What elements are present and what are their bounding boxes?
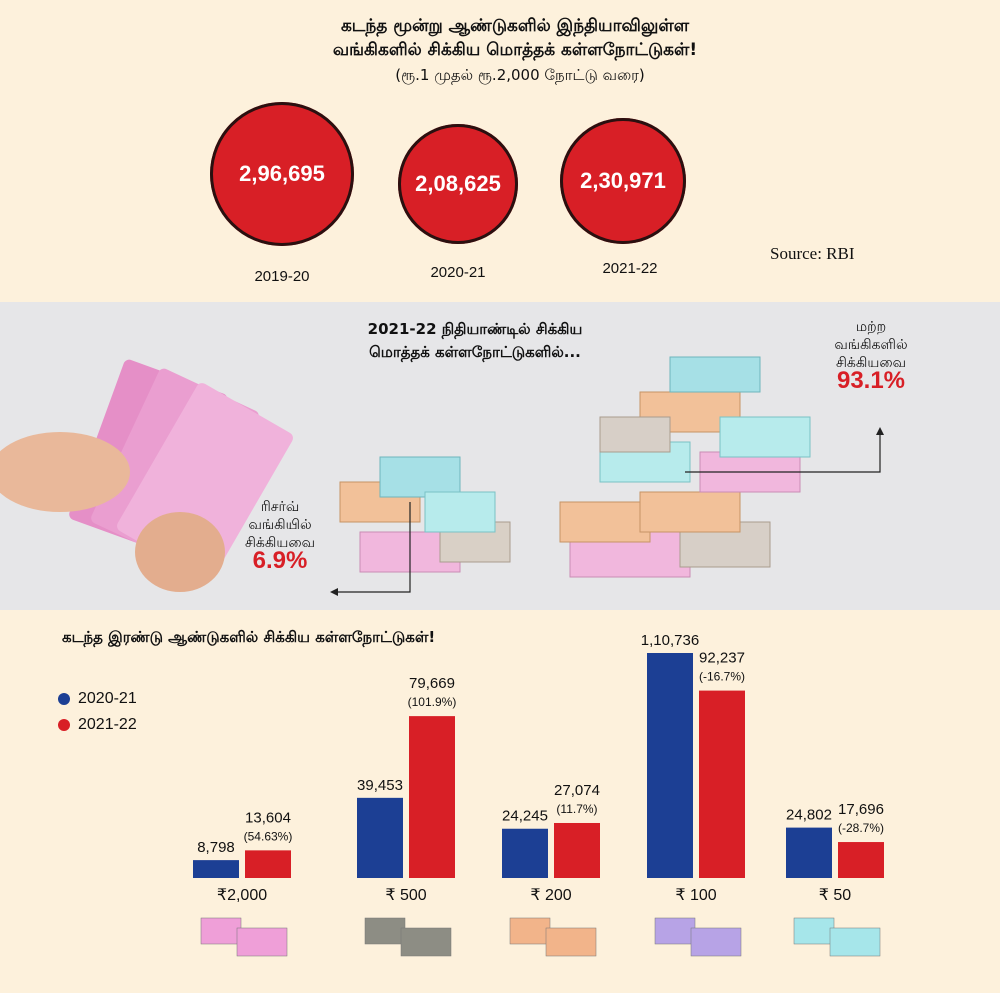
other-pointer-line: [685, 432, 881, 473]
bar-2020-21-2: [502, 828, 548, 878]
year-label-2019-20: 2019-20: [254, 268, 310, 285]
note-stack-icon-b-1: [400, 927, 452, 957]
share-title: 2021-22 நிதியாண்டில் சிக்கிய மொத்தக் கள்…: [320, 318, 630, 364]
chart-title: கடந்த இரண்டு ஆண்டுகளில் சிக்கிய கள்ளநோட்…: [62, 628, 436, 646]
rbi-note-stacks-image: [339, 456, 511, 573]
other-banks-line1: மற்ற: [855, 319, 887, 335]
note-stack-icon-3: [654, 917, 696, 945]
hand-notes-image: [0, 359, 293, 592]
bar-value-label-2020-21-1: 39,453: [357, 777, 403, 794]
bar-2020-21-1: [357, 797, 403, 878]
bar-2020-21-0: [193, 860, 239, 878]
top-subtitle: (ரூ.1 முதல் ரூ.2,000 நோட்டு வரை): [395, 66, 645, 84]
bar-change-label-0: (54.63%): [244, 829, 293, 843]
share-title-line1: 2021-22 நிதியாண்டில் சிக்கிய: [367, 320, 583, 338]
top-title-line2: வங்கிகளில் சிக்கிய மொத்தக் கள்ளநோட்டுகள்…: [332, 40, 698, 60]
bar-2021-22-2: [554, 822, 600, 878]
bar-change-label-3: (-16.7%): [699, 670, 745, 684]
bar-value-label-2021-22-3: 92,237: [699, 650, 745, 667]
share-section: [0, 302, 1000, 610]
total-circle-2021-22: 2,30,971: [560, 118, 686, 244]
bar-value-label-2020-21-3: 1,10,736: [641, 632, 699, 649]
other-banks-line2: வங்கிகளில்: [834, 337, 908, 353]
source-label: Source: RBI: [770, 244, 855, 263]
legend-item-2021-22: 2021-22: [58, 716, 137, 734]
bar-change-label-1: (101.9%): [408, 695, 457, 709]
note-stack-icon-4: [793, 917, 835, 945]
bar-2021-22-4: [838, 842, 884, 878]
top-title: கடந்த மூன்று ஆண்டுகளில் இந்தியாவிலுள்ள வ…: [250, 14, 780, 62]
note-stack-icon-b-3: [690, 927, 742, 957]
bar-2020-21-3: [647, 653, 693, 878]
rbi-line3: சிக்கியவை: [244, 535, 316, 551]
note-stack-icon-b-4: [829, 927, 881, 957]
category-label-2: ₹ 200: [530, 887, 571, 904]
rbi-pointer-line: [335, 502, 411, 593]
note-stack-icon-b-2: [545, 927, 597, 957]
bar-value-label-2021-22-1: 79,669: [409, 675, 455, 692]
money-illustration: [0, 356, 884, 596]
bar-value-label-2021-22-0: 13,604: [245, 809, 291, 826]
bar-value-label-2020-21-0: 8,798: [197, 839, 235, 856]
category-label-3: ₹ 100: [675, 887, 716, 904]
note-stack-icon-2: [509, 917, 551, 945]
share-title-line2: மொத்தக் கள்ளநோட்டுகளில்...: [369, 343, 581, 361]
rbi-pointer-arrow: [330, 588, 338, 596]
bar-2021-22-1: [409, 716, 455, 878]
legend-dot-2021-22: [58, 719, 70, 731]
legend-dot-2020-21: [58, 693, 70, 705]
category-label-1: ₹ 500: [385, 887, 426, 904]
bar-2020-21-4: [786, 827, 832, 878]
other-banks-line3: சிக்கியவை: [835, 355, 907, 371]
other-banks-pct: 93.1%: [836, 367, 906, 394]
bar-2021-22-0: [245, 850, 291, 878]
note-stack-icon-0: [200, 917, 242, 945]
bar-value-label-2020-21-2: 24,245: [502, 808, 548, 825]
bar-value-label-2021-22-4: 17,696: [838, 801, 884, 818]
rbi-pct: 6.9%: [252, 547, 308, 574]
note-stack-icon-1: [364, 917, 406, 945]
category-label-0: ₹2,000: [217, 887, 267, 904]
year-label-2020-21: 2020-21: [430, 264, 486, 281]
total-circle-2019-20: 2,96,695: [210, 102, 354, 246]
other-banks-caption: மற்ற வங்கிகளில் சிக்கியவை 93.1%: [806, 318, 936, 394]
total-circle-2020-21: 2,08,625: [398, 124, 518, 244]
rbi-caption: ரிசர்வ் வங்கியில் சிக்கியவை 6.9%: [230, 498, 330, 574]
bar-change-label-4: (-28.7%): [838, 821, 884, 835]
legend-label-2020-21: 2020-21: [78, 690, 137, 707]
legend-label-2021-22: 2021-22: [78, 716, 137, 733]
other-pointer-arrow: [876, 427, 884, 435]
note-stack-icon-b-0: [236, 927, 288, 957]
chart-legend: 2020-21 2021-22: [58, 690, 137, 742]
year-label-2021-22: 2021-22: [602, 260, 658, 277]
bar-2021-22-3: [699, 690, 745, 878]
rbi-line1: ரிசர்வ்: [260, 499, 300, 515]
bar-value-label-2021-22-2: 27,074: [554, 782, 600, 799]
bar-value-label-2020-21-4: 24,802: [786, 807, 832, 824]
category-label-4: ₹ 50: [819, 887, 852, 904]
rbi-line2: வங்கியில்: [248, 517, 312, 533]
bar-change-label-2: (11.7%): [556, 802, 597, 816]
legend-item-2020-21: 2020-21: [58, 690, 137, 708]
top-title-line1: கடந்த மூன்று ஆண்டுகளில் இந்தியாவிலுள்ள: [340, 16, 690, 36]
